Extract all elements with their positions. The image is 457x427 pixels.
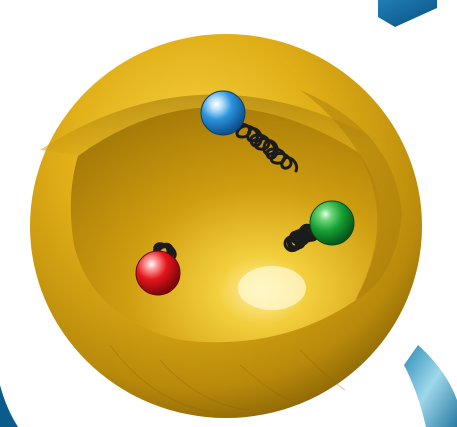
gluon-blue-green xyxy=(235,122,299,173)
cavity-wall-shadow xyxy=(300,90,402,300)
corner-accent-top-right xyxy=(378,0,437,27)
green-quark xyxy=(309,200,355,246)
corner-accent-bottom-right xyxy=(404,345,457,427)
cavity-highlight xyxy=(238,266,306,310)
cavity-rim xyxy=(40,94,392,156)
blue-quark xyxy=(200,90,246,136)
red-quark xyxy=(135,250,181,296)
shell-texture xyxy=(109,344,346,413)
corner-accent-bottom-left xyxy=(0,385,18,427)
